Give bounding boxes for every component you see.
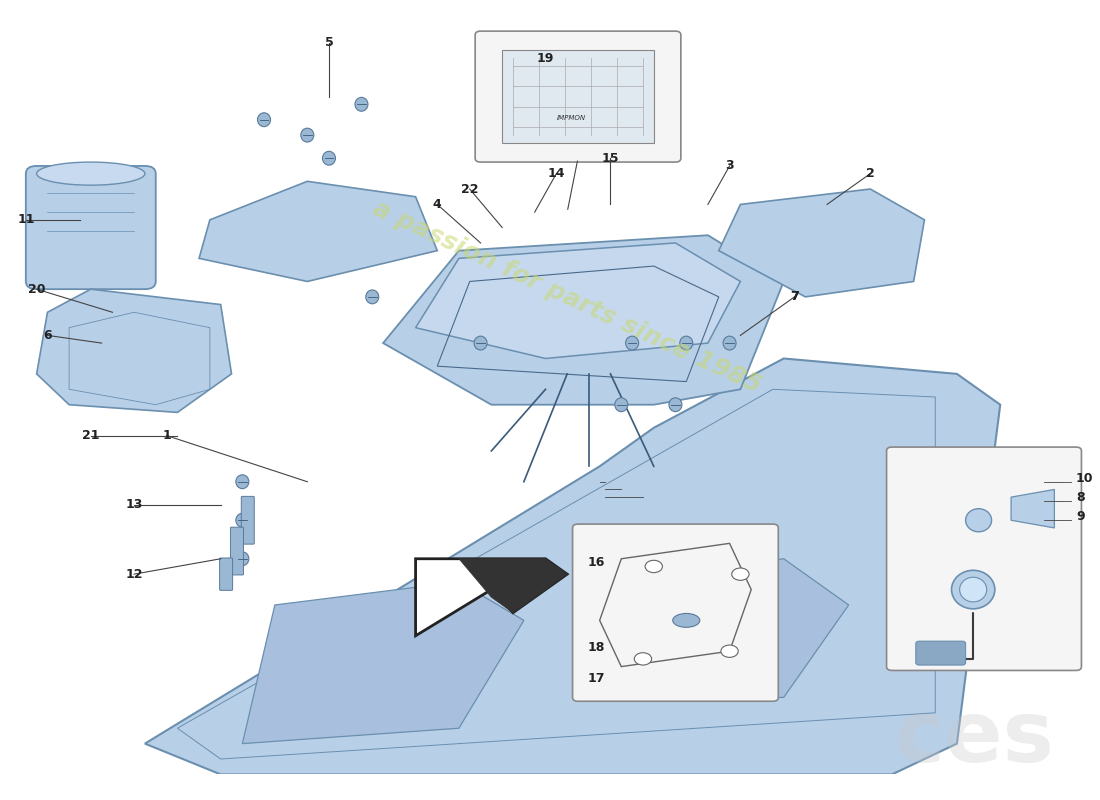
Ellipse shape [355,98,368,111]
FancyBboxPatch shape [25,166,156,289]
Text: 14: 14 [548,167,565,180]
Ellipse shape [723,336,736,350]
FancyBboxPatch shape [887,447,1081,670]
FancyBboxPatch shape [241,496,254,544]
FancyBboxPatch shape [475,31,681,162]
Ellipse shape [952,570,994,609]
Ellipse shape [959,578,987,602]
Text: 19: 19 [537,51,554,65]
Text: 6: 6 [43,329,52,342]
Text: 7: 7 [790,290,799,303]
Polygon shape [383,235,783,405]
Circle shape [645,560,662,573]
Polygon shape [242,582,524,744]
Text: 21: 21 [82,429,99,442]
Ellipse shape [257,113,271,126]
Text: 20: 20 [28,282,45,296]
Text: 9: 9 [1076,510,1085,523]
Ellipse shape [235,552,249,566]
Text: 22: 22 [461,182,478,195]
Circle shape [732,568,749,580]
Text: 8: 8 [1076,491,1085,504]
Text: ces: ces [893,698,1055,781]
Polygon shape [36,289,231,413]
Polygon shape [199,182,437,282]
Text: 5: 5 [324,36,333,49]
Ellipse shape [235,514,249,527]
Text: 3: 3 [725,159,734,173]
Text: 18: 18 [587,641,605,654]
Ellipse shape [669,398,682,412]
Text: 1: 1 [162,429,170,442]
FancyBboxPatch shape [916,641,966,665]
Text: 2: 2 [866,167,874,180]
FancyBboxPatch shape [573,524,779,702]
Ellipse shape [673,614,700,627]
Polygon shape [600,558,849,698]
Ellipse shape [626,336,639,350]
Ellipse shape [300,128,313,142]
Text: 17: 17 [587,672,605,685]
FancyBboxPatch shape [230,527,243,575]
FancyBboxPatch shape [220,558,232,590]
Polygon shape [416,558,568,636]
Ellipse shape [680,336,693,350]
Text: a passion for parts since 1985: a passion for parts since 1985 [370,196,766,398]
Text: 13: 13 [125,498,143,511]
Ellipse shape [322,151,335,165]
Polygon shape [1011,490,1055,528]
Circle shape [635,653,651,665]
Ellipse shape [474,336,487,350]
Ellipse shape [366,290,378,304]
Text: 12: 12 [125,568,143,581]
Polygon shape [718,189,924,297]
Ellipse shape [36,162,145,185]
Text: 10: 10 [1076,472,1093,485]
Text: 7: 7 [790,290,799,303]
Polygon shape [503,50,653,143]
Ellipse shape [966,509,991,532]
Ellipse shape [615,398,628,412]
Text: 4: 4 [433,198,441,211]
Polygon shape [459,558,568,613]
Text: 11: 11 [18,214,34,226]
Text: IMPMON: IMPMON [557,114,585,121]
Circle shape [720,645,738,658]
Ellipse shape [235,474,249,489]
Text: 16: 16 [587,557,605,570]
Polygon shape [145,358,1000,774]
Polygon shape [416,243,740,358]
Text: 15: 15 [602,152,619,165]
